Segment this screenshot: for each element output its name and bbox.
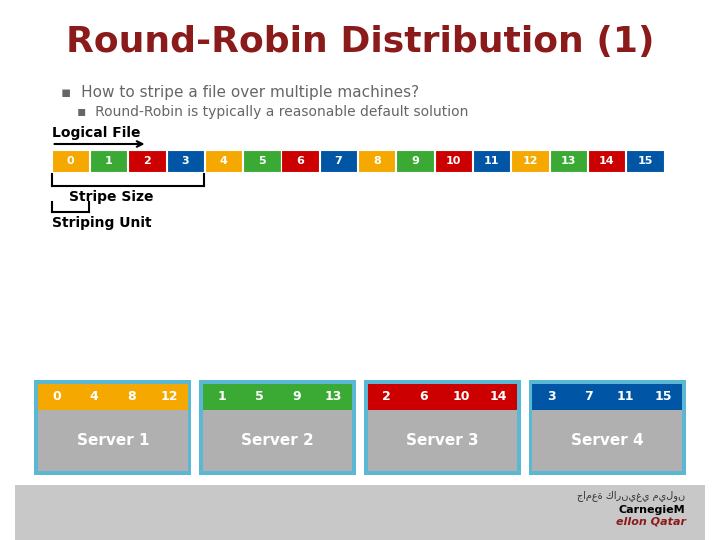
Text: 3: 3	[181, 156, 189, 166]
Bar	[38, 384, 188, 471]
Text: 5: 5	[255, 390, 264, 403]
Text: 1: 1	[104, 156, 112, 166]
Text: 4: 4	[90, 390, 99, 403]
Bar	[588, 150, 625, 172]
Text: 14: 14	[490, 390, 507, 403]
Text: Server 1: Server 1	[76, 433, 149, 448]
Bar	[52, 150, 89, 172]
Text: 0: 0	[53, 390, 61, 403]
Bar	[150, 384, 188, 410]
Text: 2: 2	[382, 390, 391, 403]
Text: 0: 0	[66, 156, 74, 166]
Text: ▪  Round-Robin is typically a reasonable default solution: ▪ Round-Robin is typically a reasonable …	[76, 105, 468, 119]
Text: 11: 11	[617, 390, 634, 403]
Bar	[364, 380, 521, 475]
Text: 6: 6	[296, 156, 304, 166]
Bar	[368, 384, 517, 471]
Bar	[473, 150, 510, 172]
Text: 13: 13	[325, 390, 342, 403]
Text: 15: 15	[654, 390, 672, 403]
Text: 12: 12	[161, 390, 178, 403]
Bar	[532, 384, 682, 471]
Text: 8: 8	[373, 156, 381, 166]
Bar	[15, 485, 705, 540]
Bar	[205, 150, 242, 172]
Text: ▪  How to stripe a file over multiple machines?: ▪ How to stripe a file over multiple mac…	[61, 84, 419, 99]
Text: Logical File: Logical File	[52, 126, 140, 140]
Bar	[626, 150, 664, 172]
Text: 1: 1	[217, 390, 226, 403]
Bar	[199, 380, 356, 475]
Bar	[532, 384, 570, 410]
Text: Server 2: Server 2	[241, 433, 314, 448]
Bar	[480, 384, 517, 410]
Bar	[570, 384, 607, 410]
Bar	[315, 384, 352, 410]
Text: Stripe Size: Stripe Size	[69, 190, 153, 204]
Text: 3: 3	[546, 390, 555, 403]
Bar	[397, 150, 433, 172]
Text: 7: 7	[335, 156, 342, 166]
Text: Round-Robin Distribution (1): Round-Robin Distribution (1)	[66, 25, 654, 59]
Text: 9: 9	[411, 156, 419, 166]
Text: 11: 11	[484, 156, 500, 166]
Bar	[442, 384, 480, 410]
Text: 12: 12	[522, 156, 538, 166]
Text: ellon Qatar: ellon Qatar	[616, 517, 685, 527]
Bar	[607, 384, 644, 410]
Bar	[113, 384, 150, 410]
Bar	[38, 384, 76, 410]
Text: CarnegieM: CarnegieM	[619, 505, 685, 515]
Bar	[282, 150, 319, 172]
Text: 14: 14	[599, 156, 614, 166]
Bar	[368, 384, 405, 410]
Text: 9: 9	[292, 390, 301, 403]
Text: 6: 6	[419, 390, 428, 403]
Text: 13: 13	[561, 156, 576, 166]
Bar	[90, 150, 127, 172]
Bar	[511, 150, 549, 172]
Text: 5: 5	[258, 156, 266, 166]
Bar	[240, 384, 278, 410]
Bar	[435, 150, 472, 172]
Text: 2: 2	[143, 156, 150, 166]
Bar	[644, 384, 682, 410]
Text: 10: 10	[452, 390, 469, 403]
Bar	[405, 384, 442, 410]
Bar	[35, 380, 192, 475]
Bar	[76, 384, 113, 410]
Text: Server 3: Server 3	[406, 433, 479, 448]
Text: Server 4: Server 4	[571, 433, 644, 448]
Text: جامعة كارنيغي ميلون: جامعة كارنيغي ميلون	[577, 490, 685, 502]
Bar	[358, 150, 395, 172]
Bar	[243, 150, 281, 172]
Text: 15: 15	[637, 156, 652, 166]
Text: 7: 7	[584, 390, 593, 403]
Bar	[320, 150, 357, 172]
Bar	[278, 384, 315, 410]
Bar	[203, 384, 352, 471]
Bar	[166, 150, 204, 172]
Text: 4: 4	[220, 156, 228, 166]
Bar	[549, 150, 587, 172]
Bar	[203, 384, 240, 410]
Bar	[528, 380, 685, 475]
Bar	[128, 150, 166, 172]
Text: 10: 10	[446, 156, 461, 166]
Text: 8: 8	[127, 390, 136, 403]
Text: Striping Unit: Striping Unit	[52, 216, 151, 230]
